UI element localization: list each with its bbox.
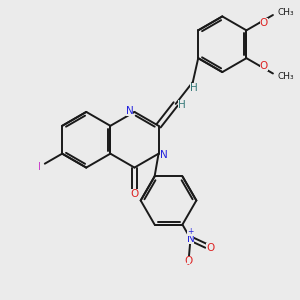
Text: N: N <box>160 149 167 160</box>
Text: O: O <box>130 189 139 199</box>
Text: O: O <box>260 61 268 71</box>
Text: N: N <box>126 106 134 116</box>
Text: O: O <box>206 243 215 253</box>
Text: H: H <box>178 100 186 110</box>
Text: O: O <box>260 18 268 28</box>
Text: CH₃: CH₃ <box>278 8 294 17</box>
Text: N: N <box>187 234 194 244</box>
Text: O: O <box>184 256 193 266</box>
Text: +: + <box>187 227 194 236</box>
Text: I: I <box>38 162 41 172</box>
Text: H: H <box>190 83 198 93</box>
Text: -: - <box>187 261 190 270</box>
Text: CH₃: CH₃ <box>278 72 294 81</box>
